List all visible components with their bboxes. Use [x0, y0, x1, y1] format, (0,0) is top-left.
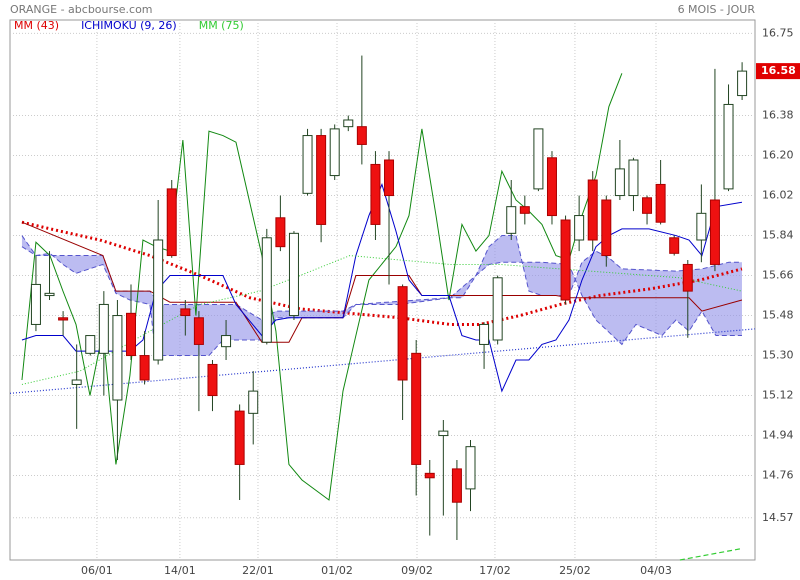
candle-body — [737, 70, 748, 97]
candle-body — [546, 157, 557, 217]
candle-body — [642, 197, 653, 214]
candle-body — [71, 379, 82, 385]
candle-body — [533, 128, 544, 190]
x-tick-label: 25/02 — [559, 564, 591, 577]
candle-body — [329, 128, 340, 177]
candle-body — [153, 239, 164, 361]
candle-body — [44, 292, 55, 297]
candle-body — [125, 312, 136, 357]
x-tick-label: 09/02 — [401, 564, 433, 577]
candle-body — [234, 410, 245, 465]
candle-body — [139, 355, 150, 381]
price-tag-label: 16.58 — [761, 64, 796, 77]
chart-title: ORANGE - abcbourse.com — [10, 3, 153, 16]
candle-body — [723, 103, 734, 190]
candle-body — [519, 206, 530, 214]
legend-entry: MM (43) — [14, 19, 59, 32]
candle-body — [682, 263, 693, 292]
y-tick-label: 14.57 — [762, 511, 794, 524]
candle-body — [438, 430, 449, 437]
x-tick-label: 01/02 — [321, 564, 353, 577]
candle-body — [316, 135, 327, 225]
axes: 16.75 16.38 16.20 16.02 15.84 15.66 15.48 15.30… — [81, 26, 793, 577]
candle-body — [343, 119, 354, 128]
candle-body — [614, 168, 625, 197]
y-tick-label: 16.38 — [762, 109, 794, 122]
candle-body — [709, 199, 720, 265]
candles — [30, 55, 748, 540]
candle-body — [221, 335, 232, 348]
candle-body — [180, 308, 191, 317]
y-tick-label: 16.02 — [762, 189, 794, 202]
candle-body — [275, 217, 286, 248]
candle-body — [58, 317, 69, 321]
x-tick-label: 17/02 — [479, 564, 511, 577]
candle-body — [669, 237, 680, 254]
price-tag — [756, 63, 800, 80]
x-tick-label: 22/01 — [242, 564, 274, 577]
candle-body — [506, 206, 517, 234]
candle-body — [112, 315, 123, 401]
y-tick-label: 15.84 — [762, 229, 794, 242]
candle-body — [601, 199, 612, 257]
candle-body — [696, 212, 707, 241]
candle-body — [98, 303, 109, 354]
candle-body — [655, 183, 666, 223]
candle-body — [411, 352, 422, 465]
candle-body — [492, 277, 503, 341]
candle-body — [166, 188, 177, 257]
y-tick-label: 15.66 — [762, 269, 794, 282]
x-tick-label: 04/03 — [640, 564, 672, 577]
trend-line — [679, 548, 741, 561]
period: 6 MOIS - JOUR — [678, 3, 756, 16]
candle-body — [207, 363, 218, 397]
y-tick-label: 16.20 — [762, 149, 794, 162]
candle-body — [356, 126, 367, 145]
y-tick-label: 16.75 — [762, 26, 794, 39]
y-tick-label: 14.76 — [762, 469, 794, 482]
candle-body — [587, 179, 598, 241]
candle-body — [384, 159, 395, 197]
candle-body — [479, 323, 490, 345]
candle-body — [397, 286, 408, 381]
y-tick-label: 15.48 — [762, 309, 794, 322]
candle-body — [370, 163, 381, 225]
candle-body — [424, 472, 435, 479]
candle-body — [193, 317, 204, 345]
legend-entry: MM (75) — [199, 19, 244, 32]
x-tick-label: 06/01 — [81, 564, 113, 577]
candle-body — [288, 232, 299, 317]
legend-entry: ICHIMOKU (9, 26) — [81, 19, 177, 32]
candle-body — [574, 215, 585, 241]
candle-body — [628, 159, 639, 197]
y-tick-label: 15.30 — [762, 349, 794, 362]
candle-body — [85, 335, 96, 354]
moving-average — [21, 255, 743, 385]
candle-body — [465, 446, 476, 490]
candle-body — [302, 135, 313, 194]
candle-body — [30, 283, 41, 325]
y-tick-label: 14.94 — [762, 429, 794, 442]
candle-body — [560, 219, 571, 301]
candle-body — [451, 468, 462, 503]
candle-body — [248, 390, 259, 414]
y-tick-label: 15.12 — [762, 389, 794, 402]
candle-body — [261, 237, 272, 343]
x-tick-label: 14/01 — [164, 564, 196, 577]
